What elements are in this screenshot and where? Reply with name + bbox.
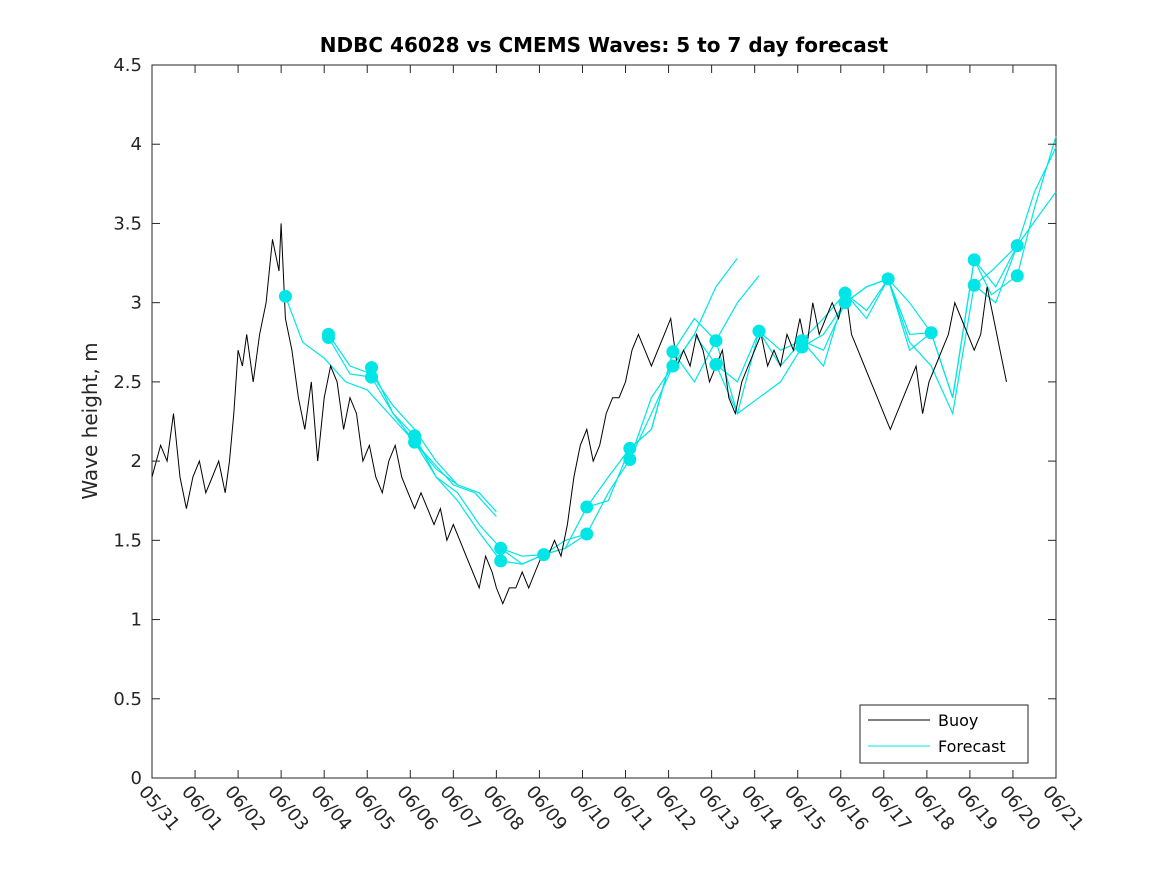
x-tick-label: 06/04 xyxy=(306,782,355,835)
plot-area xyxy=(151,136,1057,606)
forecast-marker xyxy=(365,361,379,375)
forecast-marker xyxy=(494,554,508,568)
x-tick-label: 06/20 xyxy=(995,782,1044,835)
y-tick-label: 4.5 xyxy=(113,55,142,76)
y-tick-label: 1.5 xyxy=(113,530,142,551)
y-tick-label: 3 xyxy=(131,293,142,314)
x-tick-label: 06/18 xyxy=(909,782,958,835)
forecast-marker xyxy=(1010,239,1024,253)
x-tick-label: 06/01 xyxy=(177,782,226,835)
buoy-line xyxy=(151,223,1007,606)
x-tick-label: 05/31 xyxy=(134,782,183,835)
forecast-marker xyxy=(967,253,981,267)
forecast-marker xyxy=(1010,269,1024,283)
forecast-line xyxy=(672,278,889,415)
x-tick-label: 06/13 xyxy=(694,782,743,835)
forecast-marker xyxy=(623,453,637,467)
x-tick-label: 06/05 xyxy=(349,782,398,835)
forecast-line xyxy=(844,245,1018,416)
forecast-marker xyxy=(365,370,379,384)
forecast-line xyxy=(284,296,497,518)
forecast-marker xyxy=(623,441,637,455)
legend-buoy-label: Buoy xyxy=(938,711,978,730)
forecast-line xyxy=(629,293,846,460)
x-tick-label: 06/15 xyxy=(780,782,829,835)
forecast-marker xyxy=(580,500,594,514)
forecast-marker xyxy=(278,289,292,303)
x-tick-label: 06/06 xyxy=(392,782,441,835)
x-tick-label: 06/08 xyxy=(479,782,528,835)
forecast-line xyxy=(586,275,760,508)
chart-title: NDBC 46028 vs CMEMS Waves: 5 to 7 day fo… xyxy=(320,33,889,57)
y-axis-label: Wave height, m xyxy=(78,342,102,499)
forecast-line xyxy=(543,257,738,556)
y-tick-label: 3.5 xyxy=(113,213,142,234)
x-tick-label: 06/19 xyxy=(952,782,1001,835)
plot-area-frame xyxy=(151,64,1057,779)
y-tick-label: 1 xyxy=(131,610,142,631)
forecast-marker xyxy=(752,324,766,338)
x-tick-label: 06/10 xyxy=(565,782,614,835)
forecast-marker xyxy=(537,548,551,562)
y-tick-label: 0.5 xyxy=(113,689,142,710)
forecast-marker xyxy=(408,435,422,449)
forecast-marker xyxy=(709,357,723,371)
forecast-marker xyxy=(881,272,895,286)
forecast-line xyxy=(715,277,932,416)
x-tick-label: 06/16 xyxy=(823,782,872,835)
forecast-marker xyxy=(967,278,981,292)
legend: Buoy Forecast xyxy=(859,704,1029,764)
forecast-line xyxy=(328,334,497,513)
x-tick-label: 06/14 xyxy=(737,782,786,835)
forecast-marker xyxy=(494,541,508,555)
x-tick-label: 06/21 xyxy=(1038,782,1087,835)
y-tick-label: 2.5 xyxy=(113,372,142,393)
x-tick-label: 06/12 xyxy=(651,782,700,835)
forecast-marker xyxy=(666,345,680,359)
forecast-marker xyxy=(924,326,938,340)
x-tick-label: 06/09 xyxy=(522,782,571,835)
forecast-marker xyxy=(666,359,680,373)
forecast-marker xyxy=(580,527,594,541)
legend-box xyxy=(859,704,1029,764)
forecast-marker xyxy=(795,340,809,354)
forecast-line xyxy=(973,147,1057,286)
x-tick-label: 06/03 xyxy=(263,782,312,835)
forecast-line xyxy=(370,367,544,557)
forecast-marker xyxy=(709,334,723,348)
y-tick-label: 0 xyxy=(131,768,142,789)
x-tick-label: 06/02 xyxy=(220,782,269,835)
forecast-marker xyxy=(321,331,335,345)
forecast-marker xyxy=(838,286,852,300)
x-tick-label: 06/17 xyxy=(866,782,915,835)
forecast-marker xyxy=(838,296,852,310)
x-tick-label: 06/11 xyxy=(608,782,657,835)
x-tick-label: 06/07 xyxy=(436,782,485,835)
y-tick-label: 2 xyxy=(131,451,142,472)
y-tick-label: 4 xyxy=(131,134,142,155)
legend-forecast-label: Forecast xyxy=(938,737,1006,756)
